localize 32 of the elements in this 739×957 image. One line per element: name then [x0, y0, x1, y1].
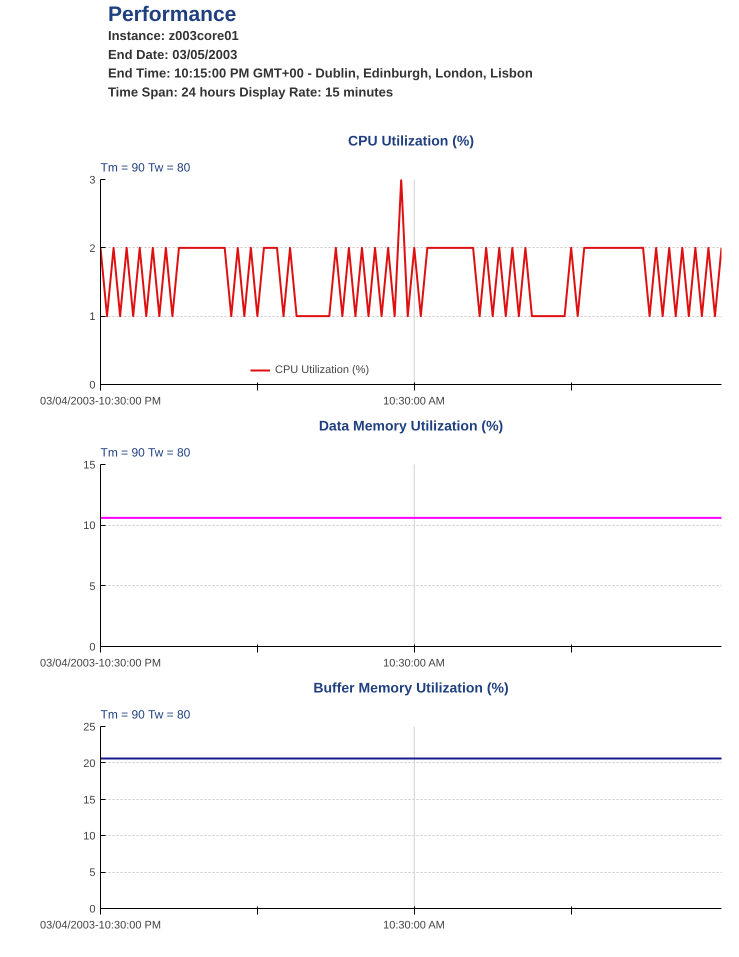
chart-title: Data Memory Utilization (%): [318, 418, 504, 434]
y-tick-label: 5: [89, 580, 96, 593]
x-tick-label: 03/04/2003-10:30:00 PM: [40, 920, 162, 932]
chart-title: CPU Utilization (%): [348, 132, 474, 148]
y-tick-label: 3: [89, 174, 96, 186]
text: Tm = 90 Tw = 80: [100, 708, 191, 722]
text: Time Span: 24 hours Display Rate: 15 minutes: [108, 84, 394, 100]
y-tick-label: 1: [89, 311, 96, 324]
text: Tm = 90 Tw = 80: [100, 446, 191, 460]
chart-title: Buffer Memory Utilization (%): [313, 680, 509, 696]
text: Instance: z003core01: [108, 28, 239, 43]
y-tick-label: 10: [83, 520, 96, 532]
y-tick-label: 2: [89, 242, 96, 255]
y-tick-label: 15: [83, 460, 96, 472]
text: End Time: 10:15:00 PM GMT+00 - Dublin, Edinburgh, London, Lisbon: [108, 66, 533, 80]
y-tick-label: 25: [83, 722, 96, 734]
text: Performance: [108, 3, 236, 26]
y-tick-label: 15: [83, 794, 96, 806]
legend-label: CPU Utilization (%): [275, 364, 370, 376]
y-tick-label: 0: [89, 380, 96, 392]
x-tick-label: 10:30:00 AM: [383, 920, 445, 932]
y-tick-label: 5: [89, 867, 96, 880]
text: End Date: 03/05/2003: [108, 46, 238, 62]
x-tick-label: 03/04/2003-10:30:00 PM: [40, 396, 162, 408]
y-tick-label: 10: [83, 830, 96, 843]
y-tick-label: 0: [89, 642, 96, 654]
text: Tm = 90 Tw = 80: [100, 160, 191, 174]
x-tick-label: 10:30:00 AM: [383, 396, 445, 408]
y-tick-label: 20: [83, 758, 96, 770]
x-tick-label: 03/04/2003-10:30:00 PM: [40, 658, 162, 670]
x-tick-label: 10:30:00 AM: [383, 658, 445, 670]
y-tick-label: 0: [89, 904, 96, 916]
